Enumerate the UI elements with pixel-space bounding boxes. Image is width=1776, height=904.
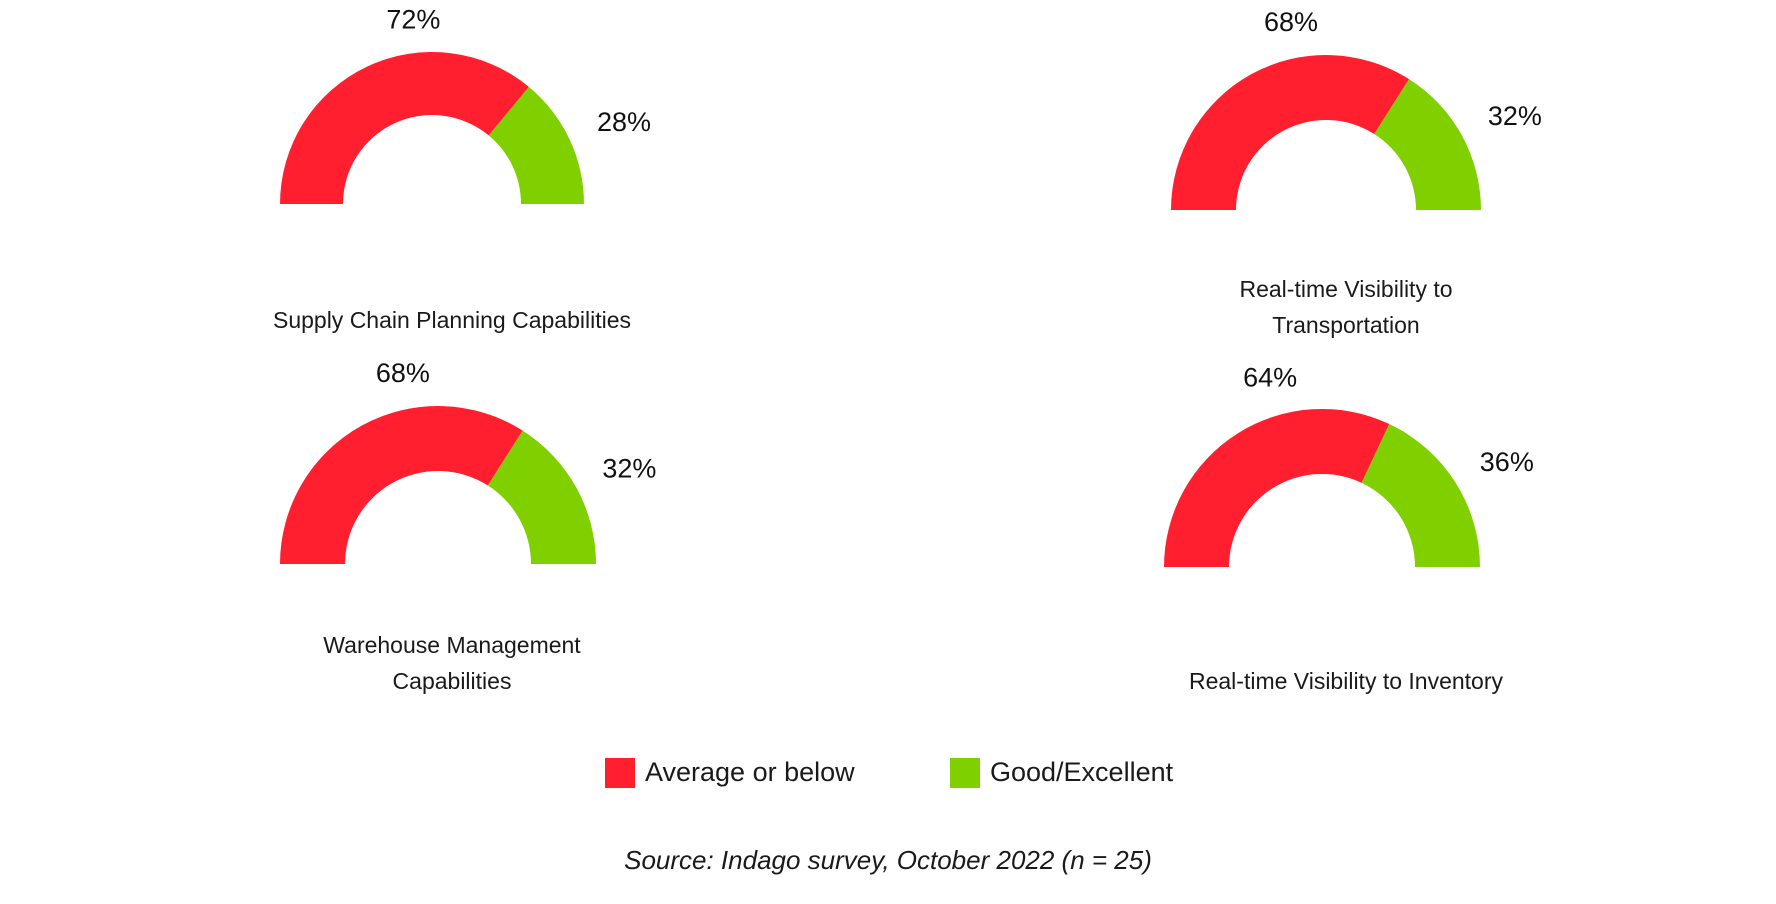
data-label-average-or-below: 68% (1264, 7, 1318, 37)
gauge-caption: Real-time Visibility to Inventory (1189, 668, 1504, 694)
gauge-caption-line: Real-time Visibility to (1239, 276, 1452, 302)
legend-swatch-average-or-below (605, 757, 635, 788)
gauge-real-time-visibility-to-inventory: 64% 36% Real-time Visibility to Inventory (1164, 362, 1534, 694)
slice-good-excellent (1374, 79, 1481, 210)
legend-item-average-or-below: Average or below (605, 757, 855, 788)
gauge-supply-chain-planning-capabilities: 72% 28% Supply Chain Planning Capabilities (273, 4, 651, 333)
legend-label-average-or-below: Average or below (645, 757, 855, 787)
source-note: Source: Indago survey, October 2022 (n =… (624, 845, 1152, 875)
data-label-good-excellent: 32% (1488, 101, 1542, 131)
gauge-caption-line: Transportation (1272, 312, 1419, 338)
slice-good-excellent (488, 86, 584, 204)
legend-label-good-excellent: Good/Excellent (990, 757, 1174, 787)
gauge-caption: Supply Chain Planning Capabilities (273, 307, 631, 333)
gauge-caption: Real-time Visibility to Transportation (1239, 276, 1452, 338)
gauge-caption-line: Supply Chain Planning Capabilities (273, 307, 631, 333)
slice-average-or-below (1171, 55, 1410, 210)
slice-average-or-below (1164, 409, 1390, 567)
gauge-caption-line: Real-time Visibility to Inventory (1189, 668, 1504, 694)
gauge-warehouse-management-capabilities: 68% 32% Warehouse Management Capabilities (280, 358, 656, 694)
data-label-average-or-below: 64% (1243, 362, 1297, 392)
gauge-caption: Warehouse Management Capabilities (323, 632, 581, 694)
slice-good-excellent (487, 430, 596, 564)
slice-average-or-below (280, 52, 529, 204)
gauge-real-time-visibility-to-transportation: 68% 32% Real-time Visibility to Transportat… (1171, 7, 1542, 338)
data-label-good-excellent: 36% (1480, 447, 1534, 477)
data-label-good-excellent: 32% (602, 454, 656, 484)
data-label-average-or-below: 68% (376, 358, 430, 388)
gauge-caption-line: Capabilities (393, 668, 512, 694)
data-label-good-excellent: 28% (597, 107, 651, 137)
legend-item-good-excellent: Good/Excellent (950, 757, 1173, 788)
legend-swatch-good-excellent (950, 757, 980, 788)
legend: Average or below Good/Excellent (0, 757, 1776, 793)
gauge-caption-line: Warehouse Management (323, 632, 581, 658)
slice-good-excellent (1361, 424, 1480, 567)
slice-average-or-below (280, 406, 523, 564)
data-label-average-or-below: 72% (386, 4, 440, 34)
